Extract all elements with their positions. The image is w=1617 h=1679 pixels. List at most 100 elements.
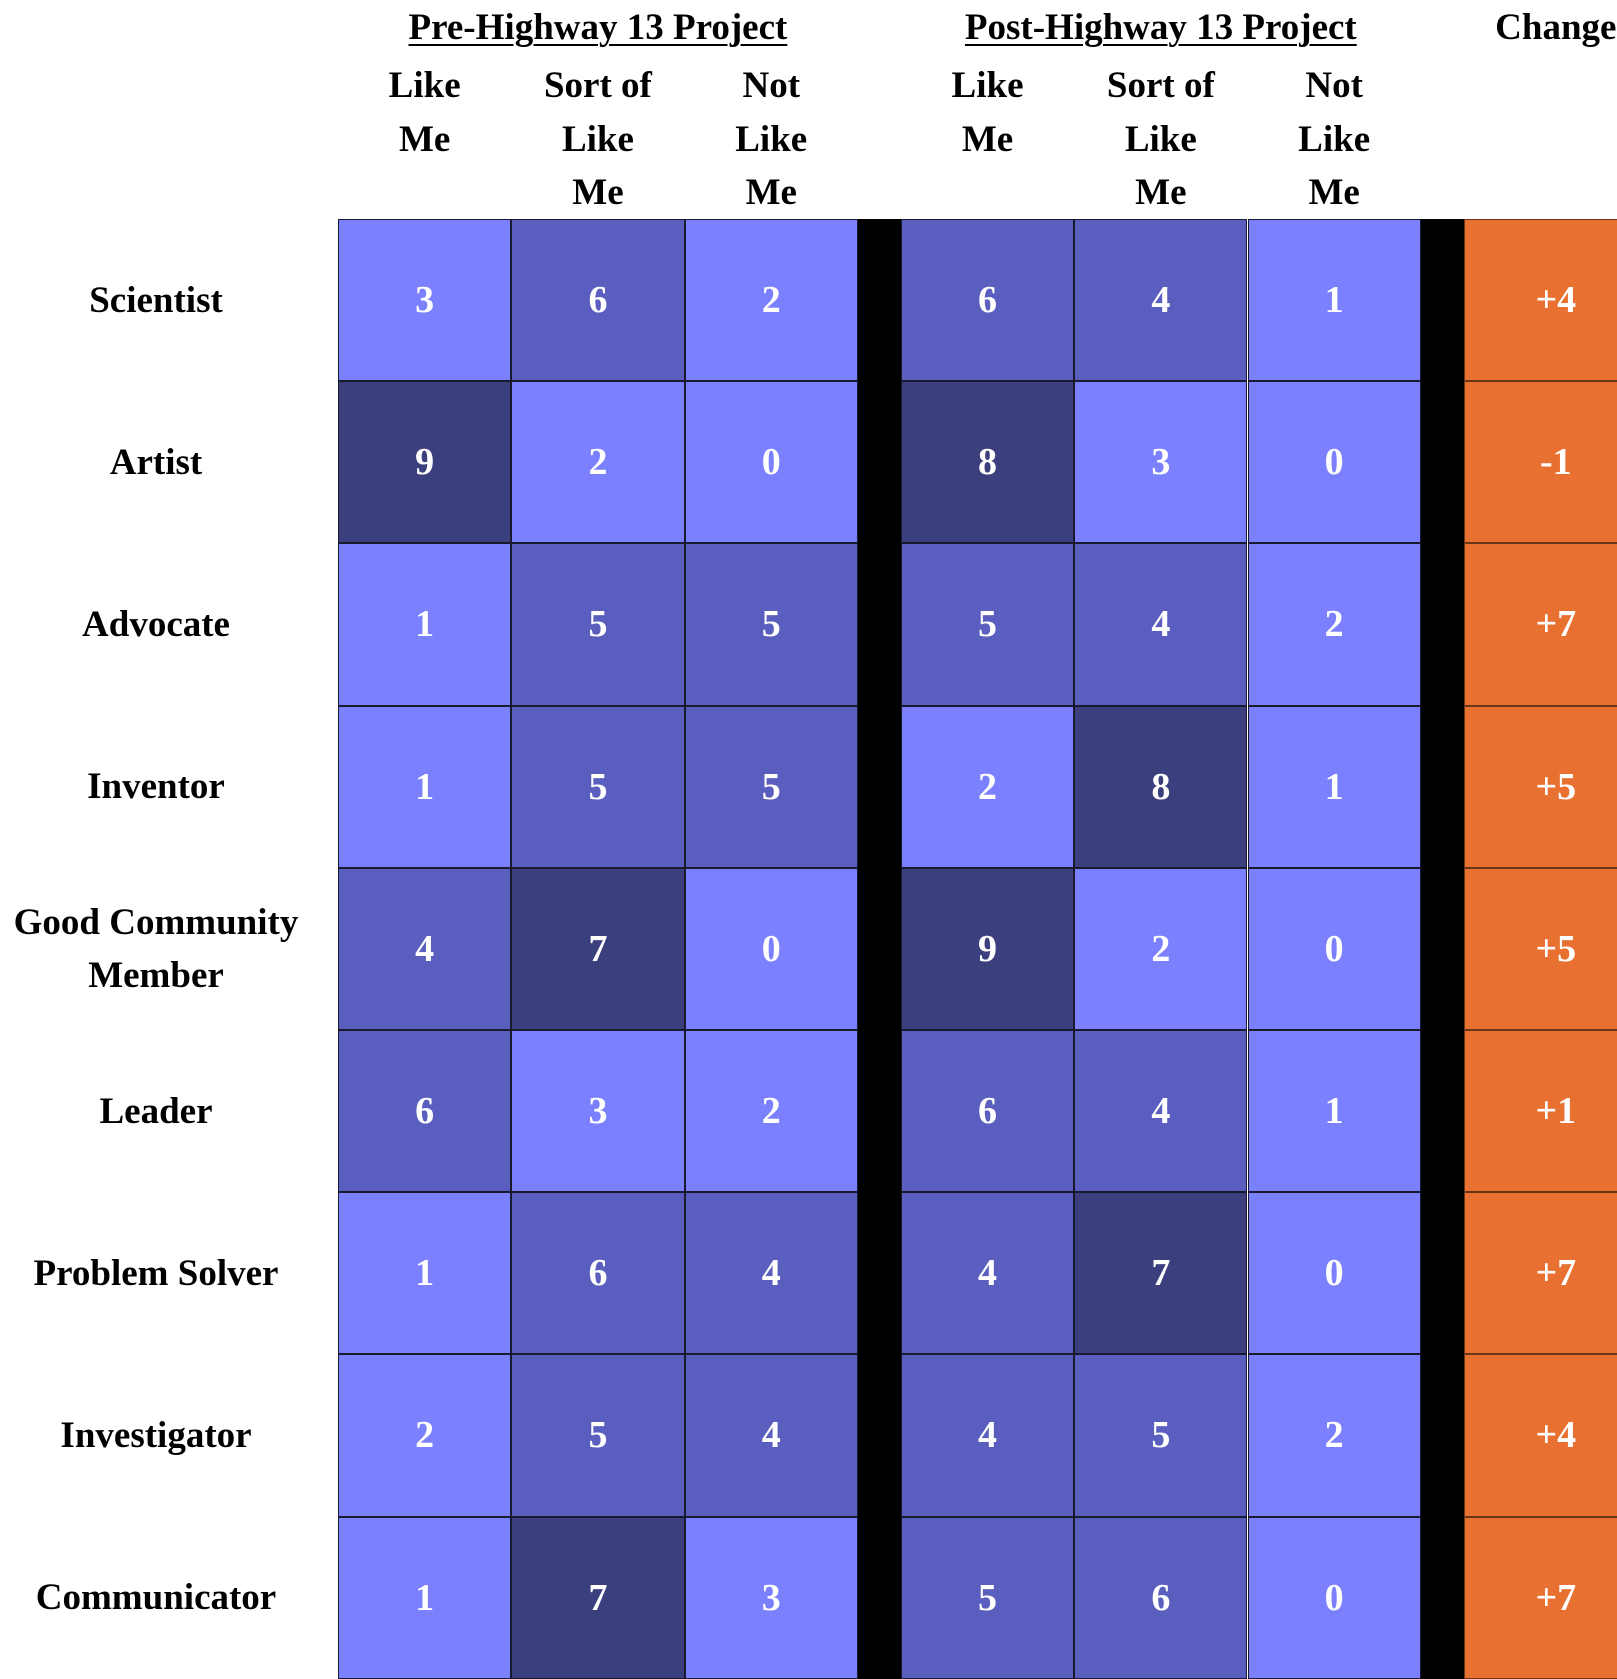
post-cell: 5 <box>1074 1354 1248 1517</box>
pre-cell: 5 <box>511 1354 685 1517</box>
pre-cell: 4 <box>684 1354 858 1517</box>
pre-cell: 0 <box>684 867 858 1030</box>
change-title: Change <box>1495 7 1617 48</box>
pre-cell: 7 <box>511 867 685 1030</box>
post-cell: 8 <box>900 381 1075 544</box>
pre-cell: 9 <box>338 381 512 544</box>
pre-cell: 1 <box>338 543 512 706</box>
column-header-line: Like <box>735 118 808 160</box>
pre-post-divider <box>857 219 901 1679</box>
post-cell: 1 <box>1247 705 1421 868</box>
row-label: Artist <box>109 441 203 483</box>
post-cell: 0 <box>1247 381 1421 544</box>
column-header: Not Like Me <box>685 59 858 221</box>
pre-project-title: Pre-Highway 13 Project <box>408 7 788 48</box>
pre-cell: 0 <box>684 381 858 544</box>
heatmap-grid: 3 6 2 6 4 1 +4 9 2 0 8 3 0 -1 1 5 5 5 4 2 +7 1 5 5 2 8 1 +5 4 7 0 9 2 0 +5… <box>338 219 1617 1679</box>
column-header-line: Me <box>1308 172 1360 213</box>
pre-cell: 7 <box>511 1516 685 1679</box>
post-cell: 6 <box>900 219 1075 382</box>
row-label: Investigator <box>60 1414 252 1456</box>
column-header-line: Like <box>1298 118 1371 160</box>
change-cell: +5 <box>1463 867 1617 1030</box>
pre-cell: 6 <box>511 219 685 382</box>
column-header: Like Me <box>901 59 1074 221</box>
pre-cell: 3 <box>511 1030 685 1193</box>
pre-cell: 3 <box>338 219 512 382</box>
change-cell: +4 <box>1463 1354 1617 1517</box>
column-header: Sort of Like Me <box>511 59 684 221</box>
change-cell: +7 <box>1463 1192 1617 1355</box>
post-cell: 5 <box>900 543 1075 706</box>
column-header-line: Like <box>561 118 634 160</box>
pre-cell: 4 <box>684 1192 858 1355</box>
post-cell: 0 <box>1247 1516 1421 1679</box>
column-header-line: Me <box>398 118 451 160</box>
post-cell: 4 <box>1074 543 1248 706</box>
post-cell: 0 <box>1247 867 1421 1030</box>
post-cell: 4 <box>1074 1030 1248 1193</box>
pre-cell: 6 <box>338 1030 512 1193</box>
post-cell: 5 <box>900 1516 1075 1679</box>
column-header-line: Not <box>1305 65 1363 106</box>
change-cell: +7 <box>1463 1516 1617 1679</box>
pre-cell: 5 <box>684 543 858 706</box>
pre-cell: 1 <box>338 1516 512 1679</box>
post-cell: 2 <box>1247 543 1421 706</box>
pre-cell: 2 <box>684 1030 858 1193</box>
column-header-line: Me <box>961 118 1014 160</box>
column-header-line: Me <box>572 172 624 213</box>
pre-cell: 4 <box>338 867 512 1030</box>
row-label: Problem Solver <box>33 1252 279 1294</box>
post-cell: 1 <box>1247 219 1421 382</box>
change-cell: +5 <box>1463 705 1617 868</box>
pre-cell: 5 <box>684 705 858 868</box>
post-cell: 6 <box>900 1030 1075 1193</box>
column-header-line: Like <box>951 65 1024 106</box>
post-cell: 2 <box>1247 1354 1421 1517</box>
post-cell: 3 <box>1074 381 1248 544</box>
column-header-line: Sort of <box>543 65 652 106</box>
post-cell: 1 <box>1247 1030 1421 1193</box>
pre-cell: 5 <box>511 705 685 868</box>
post-cell: 4 <box>900 1354 1075 1517</box>
pre-cell: 1 <box>338 705 512 868</box>
column-header: Not Like Me <box>1248 59 1421 221</box>
column-header-line: Not <box>742 65 801 106</box>
row-label: Communicator <box>35 1577 277 1619</box>
row-label: Good Community Member <box>13 901 299 996</box>
pre-cell: 2 <box>684 219 858 382</box>
post-change-divider <box>1420 219 1464 1679</box>
column-header-line: Sort of <box>1106 65 1215 106</box>
pre-cell: 5 <box>511 543 685 706</box>
pre-cell: 2 <box>338 1354 512 1517</box>
row-label: Leader <box>99 1090 213 1132</box>
pre-cell: 6 <box>511 1192 685 1355</box>
post-cell: 4 <box>900 1192 1075 1355</box>
post-cell: 7 <box>1074 1192 1248 1355</box>
change-cell: +7 <box>1463 543 1617 706</box>
post-cell: 2 <box>900 705 1075 868</box>
post-cell: 0 <box>1247 1192 1421 1355</box>
post-cell: 9 <box>900 867 1075 1030</box>
column-header: Sort of Like Me <box>1074 59 1247 221</box>
post-cell: 8 <box>1074 705 1248 868</box>
post-cell: 4 <box>1074 219 1248 382</box>
change-cell: +4 <box>1463 219 1617 382</box>
column-header-line: Like <box>1124 118 1197 160</box>
row-label: Advocate <box>82 603 230 645</box>
row-label: Inventor <box>87 766 225 808</box>
post-cell: 6 <box>1074 1516 1248 1679</box>
post-cell: 2 <box>1074 867 1248 1030</box>
pre-cell: 3 <box>684 1516 858 1679</box>
column-header-line: Like <box>388 65 461 106</box>
post-project-title: Post-Highway 13 Project <box>964 7 1357 48</box>
row-label: Scientist <box>89 279 223 321</box>
pre-cell: 1 <box>338 1192 512 1355</box>
column-header-line: Me <box>745 172 797 213</box>
column-header: Like Me <box>338 59 511 221</box>
column-header-line: Me <box>1135 172 1187 213</box>
pre-cell: 2 <box>511 381 685 544</box>
change-cell: -1 <box>1463 381 1617 544</box>
change-cell: +1 <box>1463 1030 1617 1193</box>
